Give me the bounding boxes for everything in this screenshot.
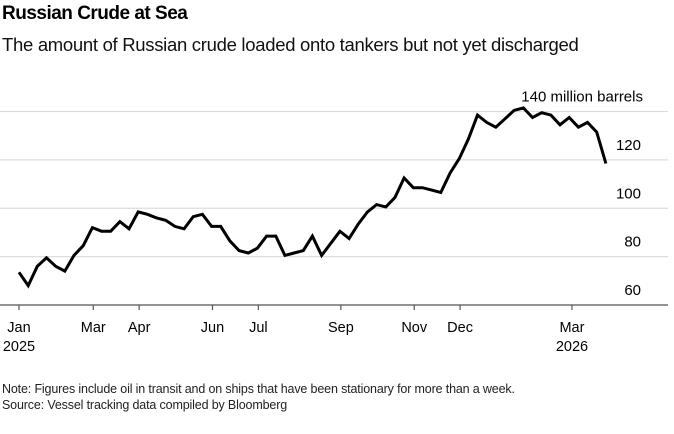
chart-title: Russian Crude at Sea [2,3,188,24]
series-layer [17,106,608,289]
x-tick-label: Nov [401,320,428,336]
x-tick-label: Dec [447,320,473,336]
x-tick-label: Jul [249,320,268,336]
x-tick-year-label: 2026 [556,339,588,355]
x-tick-label: Mar [81,320,106,336]
x-tick-label: Apr [128,320,151,336]
gridlines [0,110,668,306]
y-tick-label: 80 [624,234,641,251]
x-axis: Jan 2025 Mar Apr Jun Jul Sep Nov Dec Mar 2026 [3,305,588,355]
y-tick-label: 60 [624,282,641,299]
series-line [17,106,608,289]
x-tick-label: Jun [201,320,224,336]
line-chart: 140 million barrels 120 100 80 60 Jan 2025 Mar… [0,89,668,355]
x-tick-label: Jan [7,320,30,336]
y-tick-label: 140 million barrels [521,89,643,106]
footnote-note: Note: Figures include oil in transit and… [2,382,515,396]
footnote: Note: Figures include oil in transit and… [2,381,515,413]
footnote-source: Source: Vessel tracking data compiled by… [2,398,288,412]
y-axis: 140 million barrels 120 100 80 60 [521,89,643,300]
chart-subtitle: The amount of Russian crude loaded onto … [2,34,579,55]
x-tick-label: Mar [559,320,584,336]
x-tick-year-label: 2025 [3,339,35,355]
y-tick-label: 120 [616,137,641,154]
y-tick-label: 100 [616,185,641,202]
x-tick-label: Sep [328,320,354,336]
